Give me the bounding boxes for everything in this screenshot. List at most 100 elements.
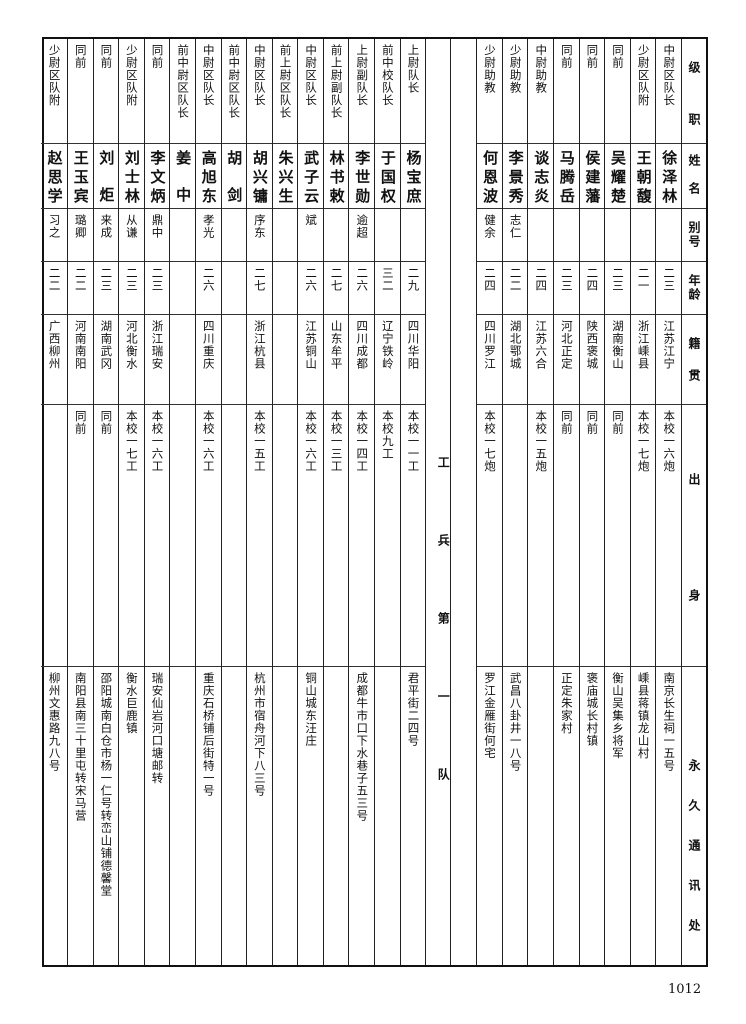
- native-place: 江苏铜山: [304, 320, 319, 370]
- age-cell: 二三: [656, 262, 681, 315]
- background: 本校一一工: [406, 410, 421, 473]
- name: 赵思学: [45, 150, 64, 207]
- address-cell: 瑞安仙岩河口塘邮转: [145, 667, 170, 965]
- name-cell: 王朝馥: [630, 144, 656, 209]
- rank-cell: 同前: [605, 39, 630, 144]
- name-cell: 姜中: [170, 144, 195, 209]
- alias-cell: 鼎中: [144, 209, 170, 262]
- background-cell: 同前: [554, 405, 579, 667]
- age: 二七: [252, 267, 267, 292]
- native-place-cell: 陕西褒城: [579, 315, 605, 405]
- native-place: 湖南武冈: [99, 320, 114, 370]
- background-cell: [170, 405, 195, 667]
- age: 二七: [329, 267, 344, 292]
- background-cell: 本校一六炮: [656, 405, 681, 667]
- name: 王玉宾: [71, 150, 90, 207]
- header-native-place: 籍贯: [687, 337, 701, 401]
- age: 二六: [304, 267, 319, 292]
- name: 李文炳: [148, 150, 167, 207]
- background: 本校一六工: [150, 410, 165, 473]
- address: 南京长生祠一五号: [662, 672, 677, 772]
- background-cell: 本校一五炮: [528, 405, 554, 667]
- age-cell: 三二: [375, 262, 400, 315]
- table-row: 少尉区队附 刘士林 从谦 二三 河北衡水 本校一七工 衡水巨鹿镇: [118, 39, 144, 965]
- background-cell: 本校一五工: [247, 405, 272, 667]
- rank-cell: 同前: [554, 39, 579, 144]
- rank-cell: 前中尉区队长: [170, 39, 195, 144]
- name-cell: 吴耀楚: [605, 144, 630, 209]
- name: 刘士林: [122, 150, 141, 207]
- age: 二二: [73, 267, 88, 292]
- rank: 同前: [73, 44, 88, 69]
- name-cell: 李世勋: [349, 144, 375, 209]
- age-cell: 二四: [528, 262, 554, 315]
- background-cell: 本校一七炮: [630, 405, 656, 667]
- native-place: 江苏六合: [534, 320, 549, 370]
- name: 刘炬: [97, 150, 116, 209]
- table-row: 上尉队长 杨宝庶 二九 四川华阳 本校一一工 君平街二四号: [399, 39, 426, 965]
- native-place: 浙江瑞安: [150, 320, 165, 370]
- age-cell: 二四: [477, 262, 502, 315]
- native-place-cell: 江苏江宁: [656, 315, 681, 405]
- native-place: 四川成都: [355, 320, 370, 370]
- native-place-cell: 江苏六合: [528, 315, 554, 405]
- native-place-cell: 湖南衡山: [605, 315, 630, 405]
- background: 本校一五工: [252, 410, 267, 473]
- native-place-cell: [272, 315, 298, 405]
- native-place-cell: 湖南武冈: [93, 315, 119, 405]
- alias-cell: [630, 209, 656, 262]
- name-cell: 胡兴镛: [247, 144, 272, 209]
- alias-cell: 孝光: [195, 209, 221, 262]
- table-row: 同前 王玉宾 璐卿 二二 河南南阳 同前 南阳县南三十里屯转宋马营: [66, 39, 93, 965]
- background: 同前: [611, 410, 626, 435]
- name-cell: 杨宝庶: [400, 144, 426, 209]
- age-cell: 二七: [247, 262, 272, 315]
- name: 胡剑: [225, 150, 244, 209]
- address-cell: 南京长生祠一五号: [656, 667, 681, 965]
- address-cell: 武昌八卦井一八号: [503, 667, 528, 965]
- native-place-cell: 河南南阳: [67, 315, 93, 405]
- native-place: 河南南阳: [73, 320, 88, 370]
- table-row: 中尉区队长 高旭东 孝光 二六 四川重庆 本校一六工 重庆石桥铺后街特一号: [194, 39, 221, 965]
- alias: 志仁: [508, 214, 523, 239]
- address: 正定朱家村: [559, 672, 574, 735]
- address-cell: [170, 667, 195, 965]
- address-cell: 重庆石桥铺后街特一号: [196, 667, 221, 965]
- name-cell: 胡剑: [221, 144, 247, 209]
- name-cell: 武子云: [298, 144, 323, 209]
- table-row: 同前 吴耀楚 二三 湖南衡山 同前 衡山吴集乡将军: [604, 39, 630, 965]
- rank-cell: 少尉助教: [477, 39, 502, 144]
- name: 徐泽林: [660, 150, 679, 207]
- age: 二四: [483, 267, 498, 292]
- name-cell: 朱兴生: [272, 144, 298, 209]
- address-cell: 柳州文惠路九八号: [41, 667, 67, 965]
- native-place-cell: 四川重庆: [195, 315, 221, 405]
- table-row: 中尉区队长 武子云斌二六 江苏铜山 本校一六工 铜山城东汪庄: [297, 39, 323, 965]
- blank-column: [450, 39, 476, 965]
- rank: 上尉队长: [406, 44, 421, 94]
- age: 二三: [150, 267, 165, 292]
- alias-cell: [170, 209, 195, 262]
- age-cell: 二三: [554, 262, 579, 315]
- background: 本校一七炮: [636, 410, 651, 473]
- alias: 斌: [304, 214, 319, 227]
- native-place: 浙江嵊县: [636, 320, 651, 370]
- native-place: 辽宁铁岭: [380, 320, 395, 370]
- name: 林书敕: [327, 150, 346, 207]
- rank: 中尉助教: [534, 44, 549, 94]
- rank: 前中尉区队长: [227, 44, 242, 119]
- address-cell: [273, 667, 298, 965]
- rank: 上尉副队长: [355, 44, 370, 107]
- alias: 孝光: [201, 214, 216, 239]
- age-cell: 二二: [41, 262, 67, 315]
- alias: 来成: [99, 214, 114, 239]
- native-place: 四川华阳: [406, 320, 421, 370]
- table-row: 中尉区队长徐泽林二三 江苏江宁 本校一六炮南京长生祠一五号: [655, 39, 681, 965]
- name-cell: 马腾岳: [554, 144, 579, 209]
- background-cell: [502, 405, 528, 667]
- address-cell: [528, 667, 553, 965]
- rank-cell: 中尉助教: [528, 39, 554, 144]
- native-place: 河北正定: [559, 320, 574, 370]
- rank: 中尉区队长: [662, 44, 677, 107]
- age-cell: [170, 262, 195, 315]
